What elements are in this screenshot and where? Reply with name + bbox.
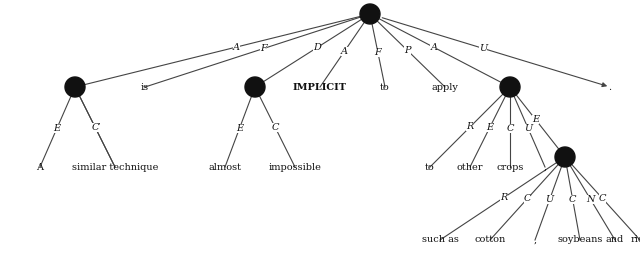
Text: U: U	[479, 44, 488, 53]
Text: to: to	[425, 162, 435, 172]
Text: crops: crops	[496, 162, 524, 172]
Circle shape	[65, 77, 85, 97]
Text: C: C	[524, 194, 531, 203]
Text: to: to	[380, 83, 390, 91]
Text: C: C	[92, 123, 99, 132]
Text: apply: apply	[431, 83, 458, 91]
Text: C: C	[272, 123, 279, 132]
Text: E: E	[532, 115, 539, 124]
Text: C: C	[598, 194, 606, 203]
Text: A: A	[341, 47, 348, 56]
Text: U: U	[545, 195, 554, 204]
Text: is: is	[141, 83, 149, 91]
Text: F: F	[260, 44, 267, 53]
Text: A: A	[233, 43, 240, 52]
Text: C: C	[569, 195, 577, 204]
Text: E: E	[92, 123, 99, 132]
Text: and: and	[606, 236, 624, 244]
Text: ,: ,	[543, 162, 547, 172]
Text: U: U	[524, 124, 532, 133]
Circle shape	[555, 147, 575, 167]
Text: soybeans: soybeans	[557, 236, 603, 244]
Circle shape	[360, 4, 380, 24]
Text: P: P	[404, 46, 411, 55]
Circle shape	[245, 77, 265, 97]
Text: E: E	[486, 123, 493, 132]
Text: F: F	[374, 48, 381, 57]
Text: D: D	[314, 43, 321, 52]
Text: A: A	[36, 162, 44, 172]
Text: such as: such as	[422, 236, 458, 244]
Text: A: A	[430, 43, 437, 52]
Text: E: E	[54, 124, 61, 133]
Circle shape	[500, 77, 520, 97]
Text: .: .	[609, 83, 612, 91]
Text: rice: rice	[630, 236, 640, 244]
Text: cotton: cotton	[474, 236, 506, 244]
Text: C: C	[506, 124, 514, 133]
Text: N: N	[586, 195, 595, 204]
Text: E: E	[236, 124, 243, 133]
Text: similar technique: similar technique	[72, 162, 158, 172]
Text: almost: almost	[209, 162, 241, 172]
Text: ,: ,	[533, 236, 536, 244]
Text: R: R	[500, 193, 508, 202]
Text: R: R	[467, 122, 474, 131]
Text: impossible: impossible	[269, 162, 321, 172]
Text: IMPLICIT: IMPLICIT	[293, 83, 347, 91]
Text: other: other	[457, 162, 483, 172]
